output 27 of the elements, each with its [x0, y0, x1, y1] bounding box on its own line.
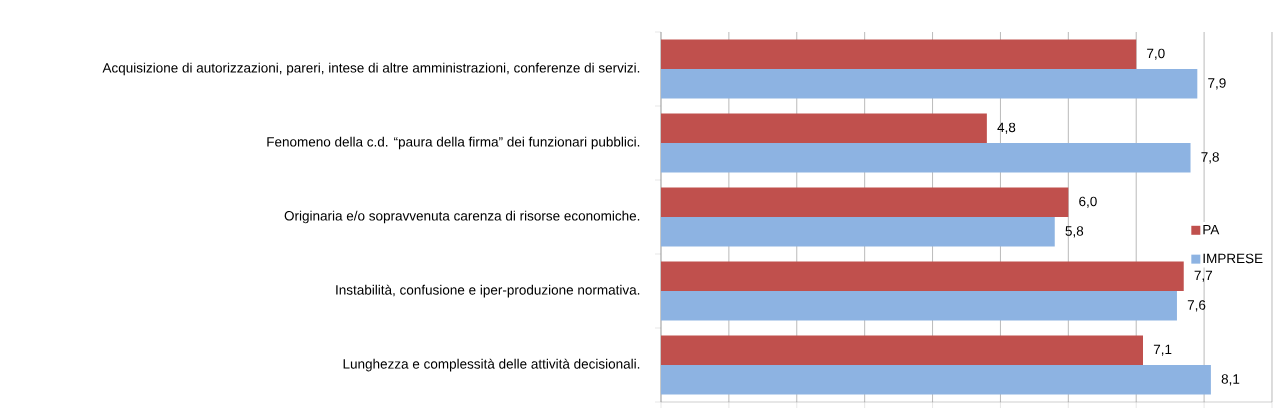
data-label: 5,8 [1065, 226, 1084, 238]
bar [661, 365, 1211, 395]
data-label: 7,1 [1153, 344, 1172, 356]
bar [661, 335, 1143, 365]
y-tick-label: Instabilità, confusione e iper-produzione normativa. [336, 284, 640, 298]
data-label: 8,1 [1221, 374, 1240, 386]
bar [661, 113, 987, 143]
data-label: 7,0 [1147, 48, 1165, 60]
y-tick-label: Fenomeno della c.d. “paura della firma” dei funzionari pubblici. [267, 136, 640, 150]
data-label: 6,0 [1079, 196, 1097, 208]
y-tick-label: Originaria e/o sopravvenuta carenza di risorse economiche. [284, 210, 640, 224]
bar [661, 143, 1191, 173]
y-tick-label: Lunghezza e complessità delle attività decisionali. [343, 358, 640, 372]
legend-label: PA [1203, 224, 1220, 235]
legend-label: IMPRESE [1203, 253, 1263, 264]
data-label: 7,6 [1187, 300, 1206, 312]
data-label: 7,9 [1208, 78, 1226, 90]
data-label: 7,7 [1194, 270, 1213, 282]
y-tick-label: Acquisizione di autorizzazioni, pareri, intese di altre amministrazioni, conferenze di servizi. [102, 62, 640, 76]
data-label: 7,8 [1201, 152, 1219, 164]
bar [661, 261, 1184, 292]
bar [661, 291, 1177, 321]
bar [661, 39, 1137, 69]
data-label: 4,8 [997, 122, 1016, 134]
bar [661, 69, 1198, 99]
bar [661, 217, 1055, 247]
bar [661, 187, 1069, 217]
